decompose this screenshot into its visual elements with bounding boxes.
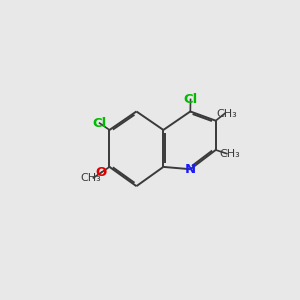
Text: N: N [185,163,196,176]
Text: CH₃: CH₃ [219,148,240,159]
Text: CH₃: CH₃ [81,173,101,184]
Text: O: O [96,166,107,179]
Text: CH₃: CH₃ [217,109,238,118]
Text: Cl: Cl [183,93,198,106]
Text: Cl: Cl [92,117,107,130]
